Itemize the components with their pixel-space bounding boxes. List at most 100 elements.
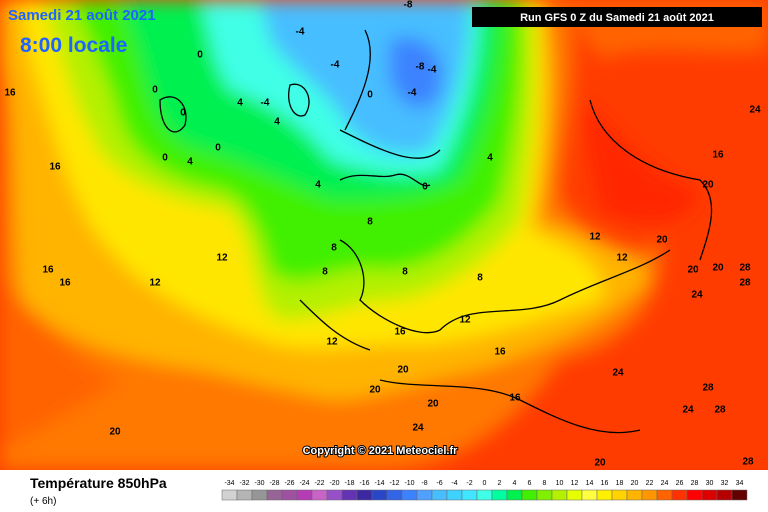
contour-label: 4	[487, 153, 493, 164]
legend-swatch	[266, 489, 283, 501]
contour-label: 4	[315, 180, 321, 191]
legend-label: 16	[601, 480, 609, 487]
contour-label: 20	[369, 385, 381, 396]
legend-swatch	[371, 489, 388, 501]
legend-label: -4	[451, 480, 457, 487]
contour-label: 12	[589, 232, 601, 243]
contour-label: 20	[656, 235, 668, 246]
legend-label: 14	[586, 480, 594, 487]
contour-label: -8	[404, 0, 413, 11]
legend-swatch	[281, 489, 298, 501]
legend-label: 18	[616, 480, 624, 487]
contour-label: -4	[408, 88, 417, 99]
contour-label: 8	[402, 267, 408, 278]
legend-label: -32	[239, 480, 249, 487]
legend-label: -26	[284, 480, 294, 487]
legend-swatch	[431, 489, 448, 501]
forecast-step: (+ 6h)	[30, 496, 56, 507]
contour-label: -4	[331, 60, 340, 71]
contour-label: 0	[422, 182, 428, 193]
legend-label: -24	[299, 480, 309, 487]
contour-label: 20	[427, 399, 439, 410]
contour-label: 28	[739, 263, 751, 274]
contour-label: 4	[237, 98, 243, 109]
legend-label: -28	[269, 480, 279, 487]
contour-label: 20	[109, 427, 121, 438]
coastlines	[159, 29, 713, 434]
legend-title: Température 850hPa	[30, 475, 167, 491]
contour-label: 0	[197, 50, 203, 61]
legend-label: -12	[389, 480, 399, 487]
contour-label: 16	[712, 150, 724, 161]
legend-label: 20	[631, 480, 639, 487]
contour-label: 8	[331, 243, 337, 254]
legend-label: 2	[498, 480, 502, 487]
legend-swatch	[626, 489, 643, 501]
contour-label: 24	[412, 423, 424, 434]
legend-label: -10	[404, 480, 414, 487]
contour-label: 16	[42, 265, 54, 276]
contour-label: 28	[739, 278, 751, 289]
contour-label: 16	[494, 347, 506, 358]
legend-label: -20	[329, 480, 339, 487]
legend-swatch	[386, 489, 403, 501]
legend-label: 32	[721, 480, 729, 487]
legend-label: -2	[466, 480, 472, 487]
contour-label: 0	[367, 90, 373, 101]
legend-swatch	[461, 489, 478, 501]
contour-label: 20	[702, 180, 714, 191]
contour-label: 12	[616, 253, 628, 264]
local-time: 8:00 locale	[20, 34, 127, 57]
legend-swatch	[536, 489, 553, 501]
legend-swatch	[311, 489, 328, 501]
legend-swatch	[491, 489, 508, 501]
legend-swatch	[686, 489, 703, 501]
legend-label: -22	[314, 480, 324, 487]
contour-label: 0	[152, 85, 158, 96]
legend-swatch	[611, 489, 628, 501]
legend-label: 22	[646, 480, 654, 487]
contour-label: -8	[416, 62, 425, 73]
legend-swatch	[731, 489, 748, 501]
legend-swatch	[596, 489, 613, 501]
contour-label: 12	[216, 253, 228, 264]
contour-label: 16	[49, 162, 61, 173]
contour-label: 16	[394, 327, 406, 338]
contour-label: 8	[477, 273, 483, 284]
contour-label: 16	[4, 88, 16, 99]
contour-label: 0	[180, 108, 186, 119]
legend-label: -6	[436, 480, 442, 487]
legend-swatch	[701, 489, 718, 501]
legend-swatch	[521, 489, 538, 501]
legend-label: -30	[254, 480, 264, 487]
legend-label: 30	[706, 480, 714, 487]
contour-label: 4	[187, 157, 193, 168]
legend-label: -16	[359, 480, 369, 487]
legend-swatch	[476, 489, 493, 501]
legend-label: 6	[528, 480, 532, 487]
legend-swatch	[641, 489, 658, 501]
contour-label: 12	[326, 337, 338, 348]
contour-label: 24	[612, 368, 624, 379]
map-title: Samedi 21 août 2021	[8, 7, 156, 24]
legend-label: 24	[661, 480, 669, 487]
legend-swatch	[506, 489, 523, 501]
legend-label: 34	[736, 480, 744, 487]
contour-label: 4	[274, 117, 280, 128]
legend-label: 0	[483, 480, 487, 487]
legend-label: -14	[374, 480, 384, 487]
contour-label: 8	[322, 267, 328, 278]
legend-label: 10	[556, 480, 564, 487]
legend-label: 26	[676, 480, 684, 487]
legend-swatch	[296, 489, 313, 501]
legend-label: -34	[224, 480, 234, 487]
contour-label: 8	[367, 217, 373, 228]
contour-label: 24	[749, 105, 761, 116]
contour-label: 16	[59, 278, 71, 289]
legend-swatch	[251, 489, 268, 501]
contour-label: -4	[296, 27, 305, 38]
legend-swatch	[551, 489, 568, 501]
legend-swatch	[581, 489, 598, 501]
